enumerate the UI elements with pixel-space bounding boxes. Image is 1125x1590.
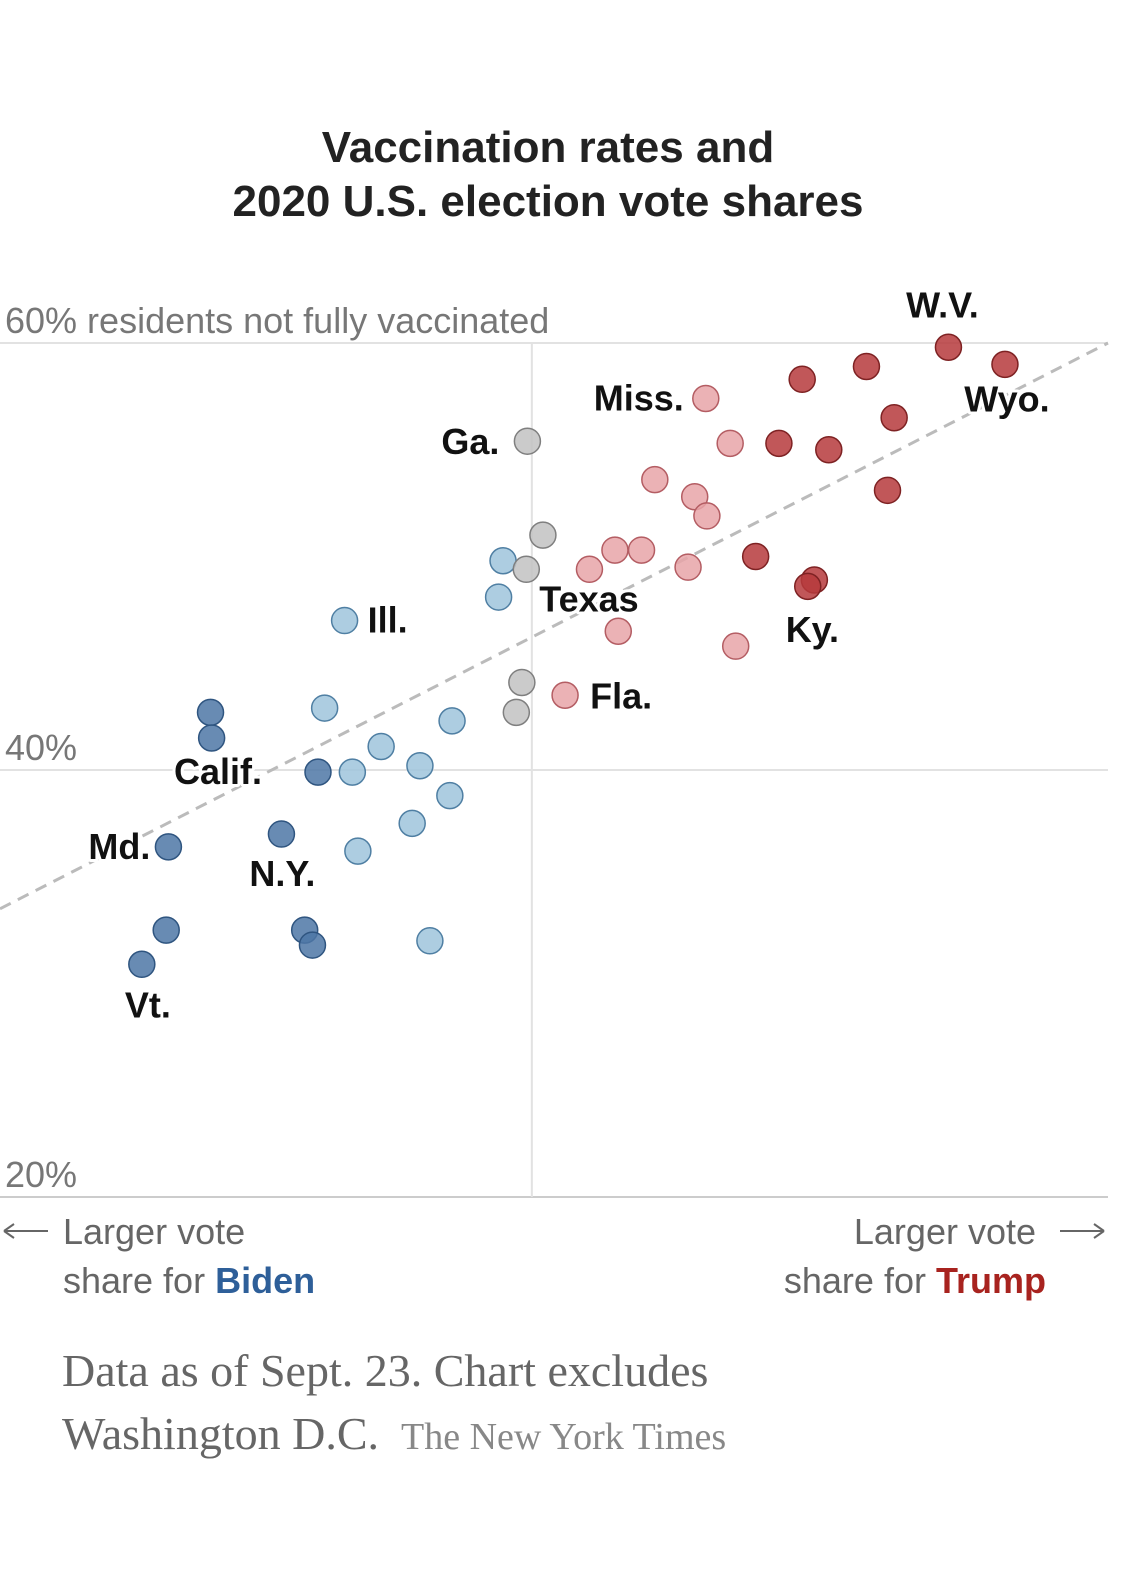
y-tick-label: 60% residents not fully vaccinated [5, 300, 549, 341]
point [788, 365, 816, 394]
point-label: Ky. [786, 609, 839, 650]
point [436, 781, 464, 810]
point [338, 758, 367, 786]
point [529, 521, 557, 549]
y-tick-label: 40% [5, 727, 77, 768]
point [154, 833, 183, 861]
x-right-party: Trump [936, 1260, 1046, 1301]
point [508, 668, 536, 697]
point [765, 429, 793, 458]
note: Washington D.C. The New York Times [62, 1408, 726, 1459]
point [310, 694, 339, 722]
point [627, 536, 656, 564]
point [197, 724, 226, 752]
point-label: Ga. [441, 421, 499, 462]
point [298, 931, 327, 959]
point [873, 476, 902, 505]
point-label: N.Y. [249, 853, 315, 894]
chart-title: 2020 U.S. election vote shares [233, 177, 864, 226]
point-label: Fla. [590, 675, 652, 716]
point [551, 681, 579, 710]
point [692, 384, 720, 413]
point [152, 916, 180, 944]
y-tick-label: 20% [5, 1154, 77, 1195]
point [601, 536, 629, 564]
point [267, 820, 296, 848]
point [575, 555, 604, 584]
point [674, 553, 702, 581]
point [934, 333, 963, 362]
point-label: Miss. [594, 378, 684, 419]
point-label: Md. [88, 826, 150, 867]
x-left-label: share for [63, 1260, 205, 1301]
x-left-label: Larger vote [63, 1211, 245, 1252]
note: Data as of Sept. 23. Chart excludes [62, 1345, 708, 1396]
point [880, 403, 908, 432]
source: The New York Times [401, 1416, 726, 1458]
point [693, 502, 721, 530]
point [484, 583, 513, 611]
point [367, 732, 395, 761]
point [641, 465, 669, 494]
point [793, 572, 822, 601]
point [196, 698, 225, 727]
point [330, 606, 359, 635]
point [604, 617, 633, 645]
point [513, 427, 542, 455]
point [815, 436, 843, 464]
point-label: Calif. [174, 751, 262, 792]
point [721, 632, 750, 660]
point-label: W.V. [906, 284, 979, 325]
point [991, 350, 1019, 379]
right-arrow [1060, 1223, 1105, 1239]
x-left-label: share for Biden [63, 1260, 315, 1301]
trend-line [0, 341, 1109, 911]
x-right-label: share for Trump [784, 1260, 1046, 1301]
point [344, 837, 372, 865]
point [489, 547, 517, 575]
point-label: Ill. [368, 600, 408, 641]
point-label: Vt. [125, 984, 171, 1025]
point [852, 352, 881, 381]
point [716, 429, 744, 458]
point [741, 542, 770, 571]
x-left-party: Biden [215, 1260, 315, 1301]
point [406, 751, 434, 780]
point [398, 809, 426, 838]
chart-title: Vaccination rates and [322, 123, 774, 172]
point [438, 707, 466, 735]
x-right-label: Larger vote [854, 1211, 1036, 1252]
note: Washington D.C. [62, 1408, 379, 1459]
left-arrow [3, 1223, 48, 1239]
x-right-label: share for [784, 1260, 926, 1301]
point [416, 927, 444, 955]
x-arrows [3, 1223, 1105, 1239]
point-label: Wyo. [964, 378, 1049, 419]
point-label: Texas [539, 578, 638, 619]
point [502, 698, 531, 727]
point [512, 555, 541, 584]
point [128, 950, 156, 979]
point [304, 758, 332, 786]
